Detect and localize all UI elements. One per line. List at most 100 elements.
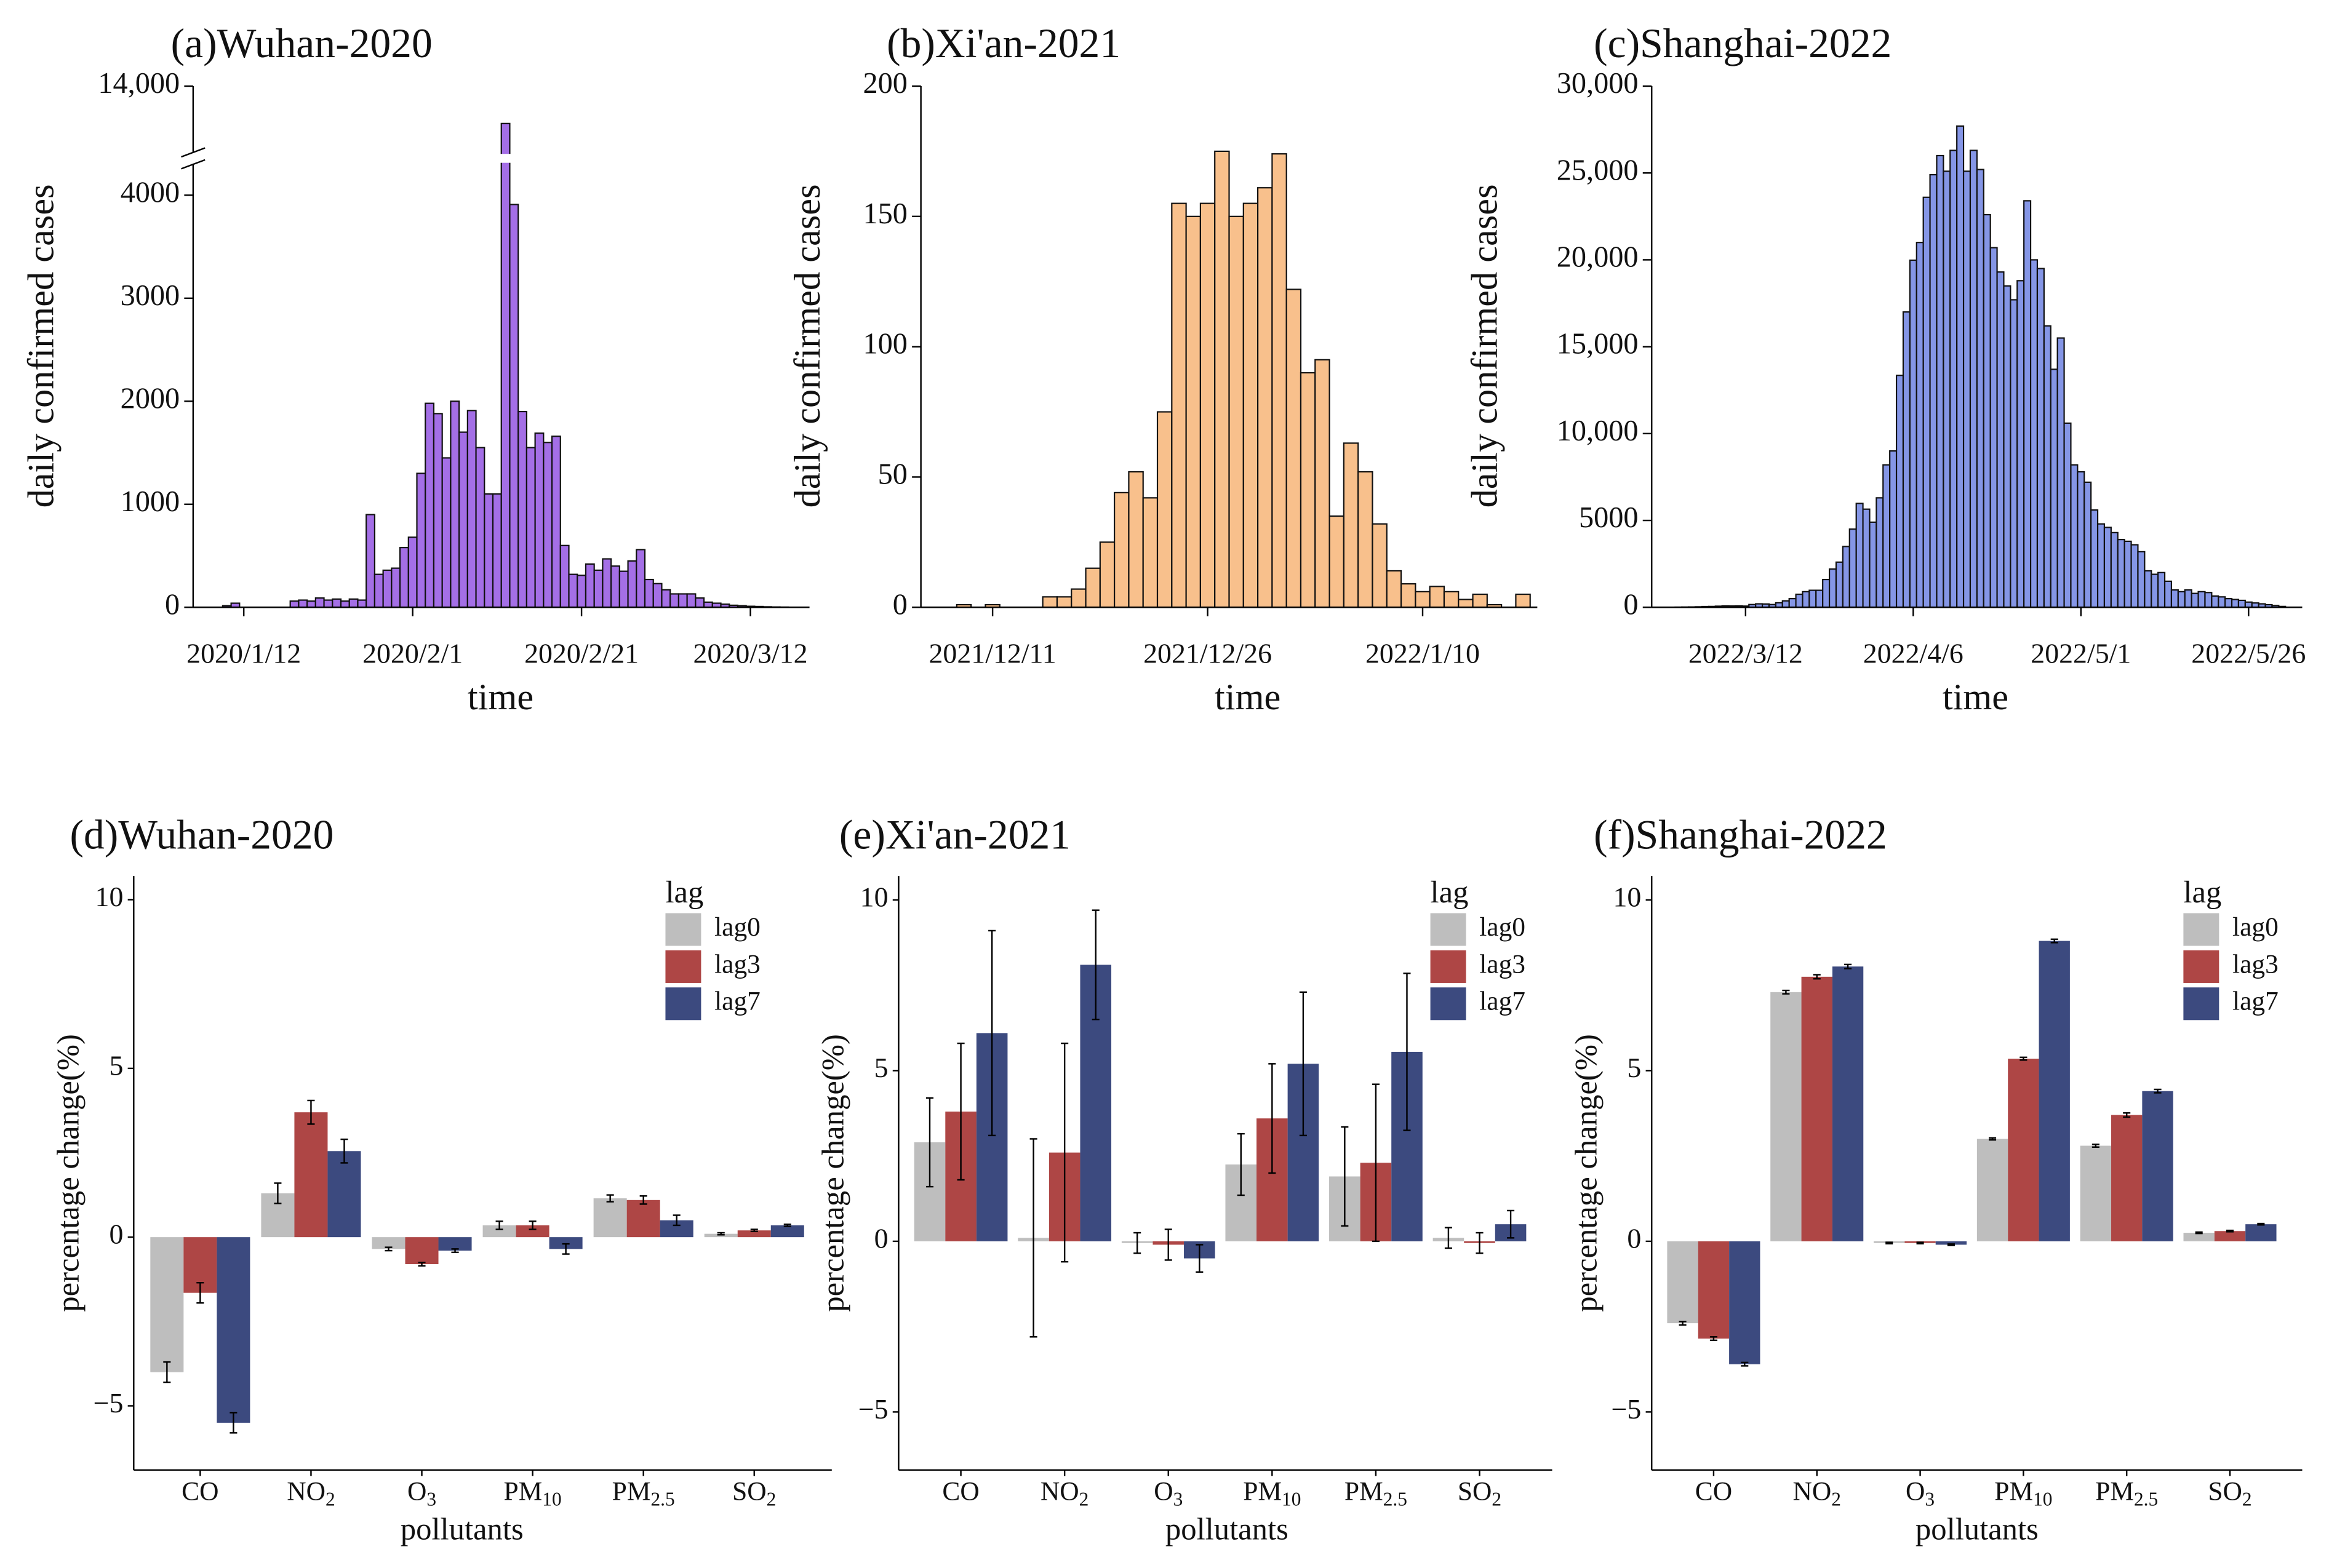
y-axis-label: percentage change(%): [1568, 1034, 1603, 1312]
label-main: SO: [1458, 1476, 1492, 1506]
label-subscript: 2.5: [650, 1489, 674, 1510]
bar: [441, 457, 452, 608]
bar: [1795, 593, 1804, 608]
axis-break-mark: [181, 147, 206, 158]
bar: [348, 598, 359, 608]
bar: [327, 1151, 361, 1238]
bar: [610, 565, 620, 608]
bar: [2231, 599, 2240, 608]
legend-label: lag0: [2232, 912, 2279, 942]
bar: [150, 1237, 184, 1372]
error-bar: [418, 1262, 426, 1267]
legend-label: lag7: [1479, 987, 1525, 1016]
legend-title: lag: [1431, 875, 1469, 909]
bar: [484, 493, 494, 608]
bar: [1956, 125, 1965, 608]
bar: [1372, 523, 1388, 608]
label-main: NO: [287, 1476, 326, 1506]
label-subscript: 2: [326, 1489, 335, 1510]
bar: [407, 536, 418, 608]
bar: [1862, 508, 1871, 608]
bar: [1128, 471, 1144, 608]
y-tick-label: 4000: [121, 176, 180, 209]
y-tick-label: 0: [874, 1222, 889, 1254]
x-tick-label: SO2: [732, 1476, 776, 1510]
bar: [2063, 422, 2072, 608]
label-main: SO: [2208, 1476, 2242, 1506]
label-subscript: 2: [2242, 1489, 2252, 1510]
bar: [1969, 149, 1978, 608]
error-bar: [1061, 1042, 1069, 1263]
bar: [517, 410, 527, 608]
bar: [543, 442, 553, 608]
error-bar: [1029, 1138, 1037, 1338]
x-tick-label: PM10: [1994, 1476, 2052, 1510]
bar: [770, 1225, 804, 1238]
error-bar: [750, 1228, 758, 1233]
bar: [1882, 464, 1891, 608]
error-bar: [1709, 1336, 1717, 1342]
x-tick-label: SO2: [2208, 1476, 2251, 1510]
panel-title: (f)Shanghai-2022: [1594, 811, 1887, 858]
label-main: PM: [1994, 1476, 2033, 1506]
bar: [2144, 570, 2152, 608]
bar: [366, 514, 375, 608]
error-bar: [639, 1195, 647, 1205]
error-bar: [717, 1232, 725, 1236]
bar: [627, 560, 637, 608]
x-tick-label: CO: [182, 1476, 218, 1506]
error-bar: [163, 1361, 171, 1383]
bar: [1386, 570, 1402, 608]
bar: [2039, 941, 2070, 1241]
bar: [1976, 169, 1984, 608]
y-tick-label: 30,000: [1557, 67, 1639, 100]
x-tick-label: PM2.5: [2095, 1476, 2158, 1510]
bar: [438, 1237, 472, 1251]
bar: [2090, 509, 2099, 608]
bar: [1842, 546, 1850, 608]
legend-swatch: [1430, 987, 1466, 1021]
bar: [1929, 173, 1938, 608]
error-bar: [1341, 1126, 1349, 1227]
x-axis-label: pollutants: [1165, 1512, 1288, 1546]
bar: [1996, 271, 2005, 608]
bar: [1922, 196, 1931, 608]
y-tick-label: 10: [95, 881, 124, 912]
bar: [2157, 571, 2166, 608]
panel-title: (e)Xi'an-2021: [839, 811, 1071, 858]
x-tick-label: NO2: [1041, 1476, 1089, 1510]
label-subscript: 10: [1282, 1489, 1301, 1510]
error-bar: [307, 1099, 315, 1125]
error-bar: [957, 1042, 965, 1181]
bar: [703, 601, 713, 608]
bar: [1801, 976, 1832, 1241]
x-axis-label: time: [468, 677, 533, 718]
bar: [2177, 591, 2186, 608]
legend-title: lag: [2183, 875, 2221, 909]
y-axis-label: daily confirmed cases: [787, 184, 828, 507]
legend-swatch: [2183, 950, 2219, 983]
bar: [559, 544, 570, 608]
axis-break-mark: [181, 159, 206, 170]
bar: [1458, 599, 1474, 608]
bar: [1271, 153, 1287, 608]
bar: [686, 593, 697, 608]
error-bar: [1444, 1227, 1452, 1249]
bar: [2070, 464, 2079, 608]
bar: [1802, 591, 1810, 608]
bar: [551, 436, 561, 608]
bar: [2151, 573, 2159, 608]
x-tick-label: 2022/4/6: [1863, 637, 1963, 669]
label-main: PM: [504, 1476, 543, 1506]
error-bar: [1476, 1232, 1484, 1254]
bar: [1902, 311, 1911, 608]
x-axis-label: time: [1943, 677, 2008, 718]
legend-swatch: [1430, 950, 1466, 983]
label-subscript: 3: [1173, 1489, 1183, 1510]
bar: [1989, 247, 1998, 608]
error-bar: [1133, 1232, 1141, 1254]
label-main: NO: [1041, 1476, 1079, 1506]
x-tick-label: O3: [1154, 1476, 1183, 1510]
bar: [1300, 372, 1316, 608]
error-bar: [495, 1220, 503, 1230]
